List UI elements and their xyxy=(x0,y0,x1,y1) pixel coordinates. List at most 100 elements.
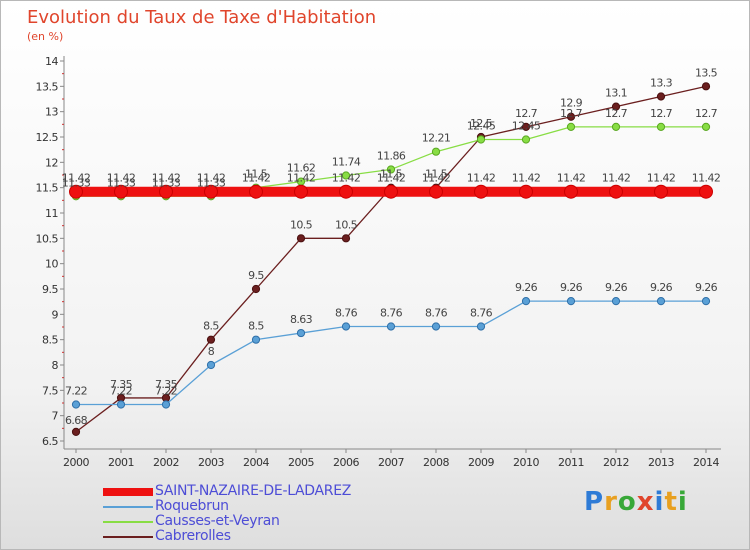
data-label: 11.5 xyxy=(245,168,268,181)
data-label: 7.22 xyxy=(110,385,132,398)
legend-label: Cabrerolles xyxy=(155,528,231,544)
data-point xyxy=(114,184,128,199)
y-tick-label: 7 xyxy=(52,410,59,423)
data-label: 9.26 xyxy=(560,281,583,294)
data-point xyxy=(701,82,711,91)
logo-letter: x xyxy=(636,487,655,517)
data-label: 9.26 xyxy=(650,281,673,294)
data-label: 7.35 xyxy=(155,378,178,391)
data-label: 8.76 xyxy=(425,306,448,319)
x-tick-label: 2008 xyxy=(423,456,449,469)
data-point xyxy=(249,184,263,199)
data-label: 12.9 xyxy=(560,97,583,110)
y-tick-label: 9 xyxy=(52,308,59,321)
data-point xyxy=(566,112,576,121)
x-tick-label: 2003 xyxy=(198,456,224,469)
y-tick-label: 9.5 xyxy=(42,283,58,296)
data-label: 11.42 xyxy=(152,172,181,185)
data-label: 11.42 xyxy=(197,172,226,185)
x-tick-label: 2007 xyxy=(378,456,404,469)
data-label: 11.33 xyxy=(107,176,136,189)
x-tick-label: 2006 xyxy=(333,456,359,469)
legend-label: SAINT-NAZAIRE-DE-LADAREZ xyxy=(155,483,352,499)
data-point xyxy=(521,135,531,144)
legend-swatch xyxy=(103,521,153,523)
data-point xyxy=(521,122,531,131)
data-label: 7.22 xyxy=(155,385,177,398)
data-label: 8.5 xyxy=(203,320,219,333)
data-label: 13.3 xyxy=(650,76,673,89)
data-point xyxy=(296,234,306,243)
data-label: 10.5 xyxy=(290,218,313,231)
data-point xyxy=(609,184,623,199)
data-point xyxy=(431,322,441,331)
x-tick-label: 2010 xyxy=(513,456,539,469)
legend-label: Causses-et-Veyran xyxy=(155,513,280,529)
data-point xyxy=(341,171,351,180)
proxiti-logo: Proxiti xyxy=(584,487,688,517)
data-label: 11.74 xyxy=(332,156,361,169)
data-label: 11.42 xyxy=(467,172,496,185)
data-point xyxy=(251,284,261,294)
data-point xyxy=(431,147,441,156)
x-tick-label: 2004 xyxy=(243,456,269,469)
y-tick-label: 8.5 xyxy=(42,334,58,347)
data-label: 7.22 xyxy=(65,385,87,398)
data-label: 12.7 xyxy=(605,107,628,120)
data-point xyxy=(116,400,126,409)
data-point xyxy=(476,322,486,331)
logo-letter: t xyxy=(664,487,678,517)
x-tick-label: 2011 xyxy=(558,456,584,469)
data-label: 8.63 xyxy=(290,313,313,326)
y-tick-label: 12.5 xyxy=(36,131,59,144)
x-tick-label: 2012 xyxy=(603,456,629,469)
x-tick-label: 2001 xyxy=(108,456,134,469)
data-label: 11.86 xyxy=(377,149,406,162)
data-point xyxy=(204,184,218,199)
data-label: 11.33 xyxy=(197,176,226,189)
data-point xyxy=(384,184,398,199)
y-tick-label: 8 xyxy=(52,359,59,372)
logo-letter: i xyxy=(654,487,665,517)
x-tick-label: 2009 xyxy=(468,456,494,469)
data-label: 12.5 xyxy=(470,117,493,130)
data-label: 12.45 xyxy=(467,120,496,133)
logo-letter: r xyxy=(604,487,618,517)
y-tick-label: 12 xyxy=(45,156,58,169)
y-tick-label: 11.5 xyxy=(36,182,59,195)
data-point xyxy=(474,184,488,199)
data-point xyxy=(159,184,173,199)
data-label: 11.42 xyxy=(692,172,721,185)
data-label: 7.35 xyxy=(110,378,133,391)
data-point xyxy=(564,184,578,199)
data-point xyxy=(386,322,396,331)
data-point xyxy=(699,184,713,199)
data-label: 9.5 xyxy=(248,269,264,282)
data-label: 8.76 xyxy=(380,306,403,319)
data-point xyxy=(386,165,396,174)
y-tick-label: 10.5 xyxy=(36,232,59,245)
y-tick-label: 14 xyxy=(45,55,58,68)
y-tick-label: 13 xyxy=(45,106,58,119)
data-point xyxy=(701,297,711,306)
data-point xyxy=(656,297,666,306)
data-label: 8.5 xyxy=(248,320,264,333)
y-tick-label: 10 xyxy=(45,258,58,271)
data-label: 11.5 xyxy=(380,168,403,181)
data-point xyxy=(251,335,261,344)
data-point xyxy=(611,102,621,111)
data-point xyxy=(611,297,621,306)
data-label: 13.5 xyxy=(695,66,718,79)
legend-swatch xyxy=(103,536,153,538)
data-label: 12.7 xyxy=(650,107,673,120)
data-point xyxy=(476,135,486,144)
data-point xyxy=(206,335,216,344)
y-tick-label: 6.5 xyxy=(42,435,58,448)
chart-unit-label: (en %) xyxy=(27,30,64,43)
x-tick-label: 2013 xyxy=(648,456,674,469)
y-tick-label: 7.5 xyxy=(42,384,58,397)
data-label: 11.42 xyxy=(62,172,91,185)
x-tick-label: 2000 xyxy=(63,456,89,469)
data-point xyxy=(611,122,621,131)
